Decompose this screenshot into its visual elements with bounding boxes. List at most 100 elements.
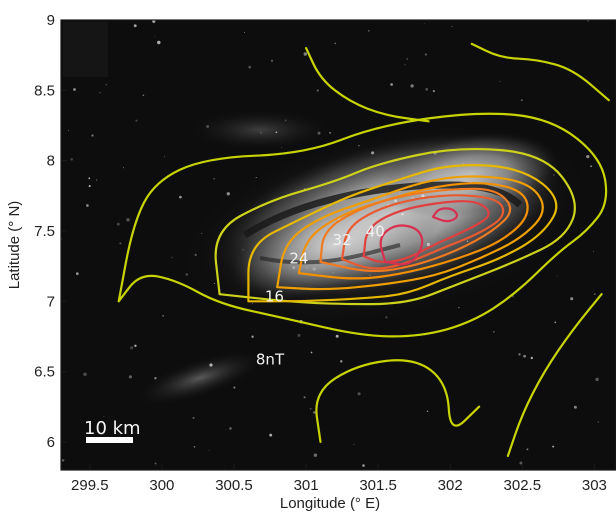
surface-speckle xyxy=(86,204,89,207)
surface-speckle xyxy=(269,433,273,437)
surface-speckle xyxy=(458,306,460,309)
x-tick-label: 302 xyxy=(438,477,463,494)
surface-speckle xyxy=(406,57,409,60)
surface-speckle xyxy=(297,333,301,337)
surface-speckle xyxy=(394,199,398,203)
surface-speckle xyxy=(593,293,596,295)
surface-speckle xyxy=(152,20,156,23)
surface-speckle xyxy=(306,266,308,268)
surface-speckle xyxy=(317,131,321,135)
contour-line-44 xyxy=(431,207,459,223)
x-tick-label: 300 xyxy=(149,477,174,494)
surface-speckle xyxy=(61,459,65,462)
surface-speckle xyxy=(358,144,360,147)
surface-speckle xyxy=(423,23,425,24)
contour-labels: 8nT 16 24 32 40 xyxy=(256,223,385,369)
surface-speckle xyxy=(242,249,244,251)
surface-speckle xyxy=(154,377,157,380)
surface-speckle xyxy=(116,222,120,226)
contour-line-12 xyxy=(214,147,576,306)
surface-speckle xyxy=(284,119,287,122)
y-axis-title: Latitude (° N) xyxy=(6,201,23,290)
surface-speckle xyxy=(83,372,87,377)
surface-speckle xyxy=(424,53,427,56)
surface-speckle xyxy=(229,427,232,430)
surface-speckle xyxy=(505,204,508,206)
surface-speckle xyxy=(499,80,501,83)
surface-speckle xyxy=(303,396,306,399)
surface-speckle xyxy=(570,297,574,301)
surface-speckle xyxy=(70,158,73,161)
surface-speckle xyxy=(426,242,431,247)
surface-speckle xyxy=(179,195,182,199)
x-tick-label: 303 xyxy=(582,477,607,494)
contour-line-40 xyxy=(379,224,424,266)
surface-speckle xyxy=(310,351,313,354)
x-tick-label: 301.5 xyxy=(359,477,397,494)
surface-speckle xyxy=(103,415,105,418)
surface-speckle xyxy=(128,375,133,379)
surface-speckle xyxy=(206,125,210,128)
surface-speckle xyxy=(466,240,469,243)
surface-speckle xyxy=(303,52,308,56)
surface-speckle xyxy=(91,134,94,137)
x-tick-label: 299.5 xyxy=(71,477,109,494)
scale-bar: 10 km xyxy=(84,418,141,443)
surface-speckle xyxy=(134,344,137,348)
surface-speckle xyxy=(208,449,210,451)
surface-speckle xyxy=(122,167,125,169)
surface-speckle xyxy=(426,410,429,413)
surface-speckle xyxy=(371,151,375,155)
surface-speckle xyxy=(126,218,130,222)
surface-speckle xyxy=(432,89,436,93)
contour-line-36 xyxy=(362,200,490,264)
x-tick-label: 301 xyxy=(294,477,319,494)
contour-line-28 xyxy=(319,187,512,273)
contour-line-20 xyxy=(276,175,544,291)
surface-speckle xyxy=(99,92,101,94)
scale-bar-line xyxy=(86,437,133,443)
surface-speckle xyxy=(157,40,161,45)
contour-label: 40 xyxy=(366,223,385,241)
surface-speckle xyxy=(95,179,98,181)
surface-speckle xyxy=(192,416,195,419)
surface-speckle xyxy=(270,59,274,62)
surface-speckle xyxy=(425,88,429,91)
contour-label: 24 xyxy=(289,249,308,267)
contour-line-24 xyxy=(297,182,529,280)
surface-speckle xyxy=(316,89,319,92)
surface-speckle xyxy=(130,346,134,350)
surface-speckle xyxy=(556,275,558,277)
surface-speckle xyxy=(135,119,138,122)
scale-bar-label: 10 km xyxy=(84,418,141,439)
y-tick-label: 7 xyxy=(47,293,55,310)
contour-label: 16 xyxy=(265,287,284,305)
y-axis: 9 8.5 8 7.5 7 6.5 6 xyxy=(34,12,67,451)
surface-speckle xyxy=(520,99,523,102)
surface-speckle xyxy=(213,177,216,180)
surface-speckle xyxy=(369,274,371,276)
contour-label: 8nT xyxy=(256,351,285,369)
surface-speckle xyxy=(399,192,401,194)
surface-speckle xyxy=(312,267,316,271)
surface-speckle xyxy=(233,386,236,389)
contour-line-8 xyxy=(506,293,603,457)
surface-speckle xyxy=(367,29,370,32)
surface-speckle xyxy=(251,335,254,338)
surface-speckle xyxy=(162,315,164,317)
surface-speckle xyxy=(518,353,521,356)
surface-speckle xyxy=(523,354,526,358)
x-tick-label: 300.5 xyxy=(215,477,253,494)
y-tick-label: 8 xyxy=(47,153,55,170)
surface-speckle xyxy=(185,273,189,276)
contour-line-8 xyxy=(117,112,608,338)
surface-speckle xyxy=(353,443,355,445)
surface-speckle xyxy=(292,266,296,269)
surface-speckle xyxy=(105,84,107,86)
surface-speckles xyxy=(61,20,600,470)
surface-speckle xyxy=(154,462,157,465)
surface-speckle xyxy=(519,461,523,465)
surface-speckle xyxy=(281,147,283,149)
surface-speckle xyxy=(329,131,332,134)
contour-line-32 xyxy=(341,194,505,270)
